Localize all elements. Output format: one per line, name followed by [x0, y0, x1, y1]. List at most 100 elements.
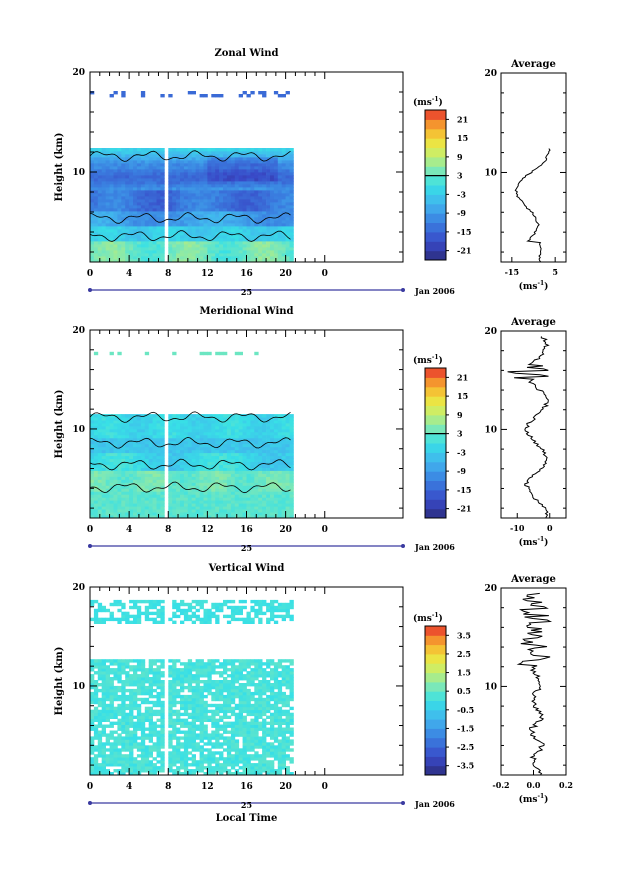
- colorbar-tick-label: -3: [457, 447, 466, 457]
- colorbar-segment: [425, 414, 446, 425]
- x-tick-label: 16: [240, 525, 253, 535]
- x-tick-label: 12: [201, 525, 214, 535]
- colorbar-segment: [425, 626, 446, 636]
- x-tick-label: 0: [87, 525, 93, 535]
- colorbar-segment: [425, 709, 446, 720]
- colorbar-segment: [425, 508, 446, 519]
- x-tick-label: 12: [201, 269, 214, 279]
- colorbar-segment: [425, 377, 446, 388]
- month-label: Jan 2006: [414, 542, 455, 552]
- colorbar-segment: [425, 635, 446, 646]
- profile-panel: 10 20 -0.2 0.0 0.2 Average (ms-1): [484, 574, 572, 805]
- heatmap-cells: [90, 599, 294, 776]
- chart-title: Zonal Wind: [214, 48, 278, 59]
- profile-title: Average: [510, 59, 556, 70]
- colorbar-segment: [425, 747, 446, 757]
- colorbar-tick-label: -15: [457, 227, 471, 237]
- colorbar-segment: [425, 691, 446, 701]
- x-ticks: 0 4 8 12 16 20 0: [87, 72, 328, 279]
- date-bar-end: [401, 544, 405, 548]
- month-label: Jan 2006: [414, 286, 455, 296]
- y-tick-label: 20: [72, 583, 85, 593]
- contour-line: [89, 458, 291, 471]
- profile-panel: 10 20 -15 5 Average (ms-1): [484, 59, 567, 292]
- colorbar-tick-label: 3: [457, 429, 463, 439]
- colorbar-tick-label: -9: [457, 208, 466, 218]
- colorbar-segment: [425, 194, 446, 205]
- panel-1: 10 20 0 4 8 12 16 20 0 25 Jan 2006 Zonal Wind Height…: [54, 48, 567, 297]
- colorbar-segment: [425, 110, 446, 120]
- colorbar-segment: [425, 452, 446, 463]
- date-bar-start: [88, 288, 92, 292]
- colorbar-tick-label: 21: [457, 114, 468, 124]
- x-tick-label: 4: [126, 525, 132, 535]
- colorbar: 21 15 9 3 -3 -9 -15 -21 (ms-1): [413, 354, 471, 519]
- colorbar-frame: [424, 367, 447, 519]
- profile-title: Average: [510, 317, 556, 328]
- profile-x-tick-label: -0.2: [492, 780, 509, 790]
- profile-x-tick-label: 0.0: [527, 780, 541, 790]
- colorbar-tick-label: 15: [457, 391, 468, 401]
- profile-x-tick-label: 0.2: [559, 780, 573, 790]
- y-ticks: 10 20: [72, 326, 403, 509]
- colorbar-segment: [425, 213, 446, 223]
- colorbar-segment: [425, 489, 446, 500]
- colorbar-tick-label: 15: [457, 133, 468, 143]
- profile-y-tick-label: 20: [484, 327, 497, 337]
- colorbar-segment: [425, 471, 446, 481]
- colorbar-segment: [425, 499, 446, 510]
- colorbar-segment: [425, 672, 446, 683]
- y-axis-label: Height (km): [54, 390, 65, 459]
- x-tick-label: 20: [279, 525, 292, 535]
- colorbar-unit: (ms-1): [413, 612, 443, 624]
- colorbar-tick-label: -21: [457, 504, 471, 514]
- colorbar-tick-label: -1.5: [457, 723, 474, 733]
- profile-xlabel: (ms-1): [519, 280, 549, 292]
- colorbar-segment: [425, 241, 446, 252]
- colorbar-segment: [425, 461, 446, 472]
- profile-y-tick-label: 10: [484, 425, 497, 435]
- contour-line: [89, 212, 291, 224]
- colorbar-segment: [425, 396, 446, 406]
- colorbar-segment: [425, 700, 446, 711]
- x-tick-label: 0: [87, 782, 93, 792]
- y-axis-label: Height (km): [54, 647, 65, 716]
- profile-y-tick-label: 20: [484, 584, 497, 594]
- colorbar-segment: [425, 203, 446, 214]
- y-axis-label: Height (km): [54, 133, 65, 202]
- x-tick-label: 0: [322, 782, 328, 792]
- y-tick-label: 10: [72, 425, 85, 435]
- colorbar-segment: [425, 433, 446, 444]
- date-label: 25: [241, 287, 252, 297]
- profile-y-tick-label: 10: [484, 682, 497, 692]
- x-tick-label: 0: [322, 269, 328, 279]
- date-label: 25: [241, 800, 252, 810]
- colorbar-unit: (ms-1): [413, 96, 443, 108]
- profile-x-tick-label: -15: [505, 267, 519, 277]
- x-tick-label: 20: [279, 782, 292, 792]
- profile-curve: [514, 148, 551, 263]
- colorbar-segment: [425, 719, 446, 729]
- colorbar: 3.5 2.5 1.5 0.5 -0.5 -1.5 -2.5 -3.5 (ms-1): [413, 612, 474, 776]
- colorbar-tick-label: 21: [457, 372, 468, 382]
- profile-frame: [500, 72, 567, 263]
- colorbar-segment: [425, 756, 446, 767]
- date-bar-start: [88, 544, 92, 548]
- colorbar-segment: [425, 728, 446, 739]
- panel-2: 10 20 0 4 8 12 16 20 0 25 Jan 2006 Meridional Wind H…: [54, 306, 567, 553]
- colorbar-tick-label: 9: [457, 410, 463, 420]
- colorbar-segment: [425, 405, 446, 416]
- contour-line: [89, 481, 291, 494]
- colorbar-segment: [425, 644, 446, 655]
- profile-x-tick-label: 5: [552, 267, 558, 277]
- x-tick-label: 16: [240, 269, 253, 279]
- colorbar-segment: [425, 443, 446, 453]
- x-tick-label: 4: [126, 782, 132, 792]
- x-tick-label: 20: [279, 269, 292, 279]
- heatmap-cells: [90, 91, 294, 263]
- contour-line: [89, 411, 291, 423]
- colorbar-tick-label: 2.5: [457, 649, 471, 659]
- profile-x-tick-label: 0: [547, 523, 553, 533]
- profile-curve: [516, 592, 553, 776]
